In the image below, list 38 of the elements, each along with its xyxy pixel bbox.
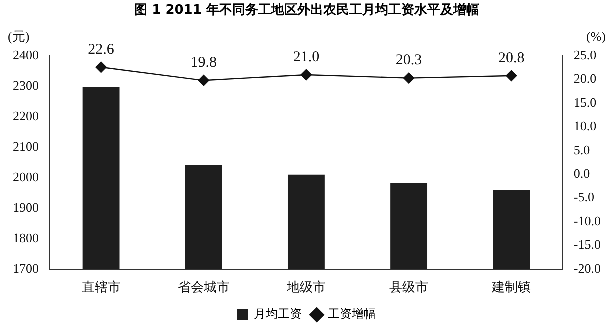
x-tick-label: 地级市: [286, 280, 326, 296]
y-tick-label: 2200: [13, 108, 39, 124]
y2-tick-label: 5.0: [574, 142, 590, 158]
data-label: 19.8: [190, 55, 217, 72]
point: [96, 62, 107, 73]
data-label: 20.8: [498, 50, 525, 66]
legend-label: 月均工资: [254, 307, 302, 322]
y-axis-title: (元): [8, 28, 30, 44]
data-label: 20.3: [396, 52, 422, 69]
data-label: 21.0: [293, 49, 320, 66]
y2-tick-label: 0.0: [574, 166, 590, 181]
y2-tick-label: -15.0: [574, 237, 602, 252]
y2-tick-label: 10.0: [574, 118, 597, 134]
x-tick-label: 建制镇: [491, 280, 532, 296]
legend-label: 工资增幅: [328, 307, 376, 322]
y-tick-label: 2000: [13, 169, 39, 184]
y2-tick-label: -5.0: [574, 190, 595, 205]
y-tick-label: 1900: [13, 200, 39, 215]
y2-tick-label: 15.0: [574, 94, 597, 110]
y2-tick-label: -20.0: [574, 260, 602, 276]
y-tick-label: 2100: [13, 138, 39, 154]
x-tick-label: 省会城市: [178, 280, 230, 296]
y2-tick-label: 25.0: [574, 47, 597, 62]
point: [198, 75, 210, 86]
point: [506, 70, 518, 82]
y2-tick-label: 20.0: [574, 71, 597, 86]
x-tick-label: 县级市: [390, 280, 429, 296]
y-tick-label: 1800: [13, 230, 39, 246]
data-label: 22.6: [88, 42, 115, 58]
y-tick-label: 2300: [13, 78, 39, 93]
y-tick-label: 2400: [13, 47, 39, 62]
chart-title: 图 1 2011 年不同务工地区外出农民工月均工资水平及增幅: [134, 2, 480, 20]
point: [300, 69, 312, 81]
y-tick-label: 1700: [13, 260, 39, 276]
x-tick-label: 直辖市: [82, 280, 121, 296]
y2-axis-title: (%): [586, 28, 606, 44]
point: [403, 72, 415, 84]
y2-tick-label: -10.0: [574, 213, 602, 228]
